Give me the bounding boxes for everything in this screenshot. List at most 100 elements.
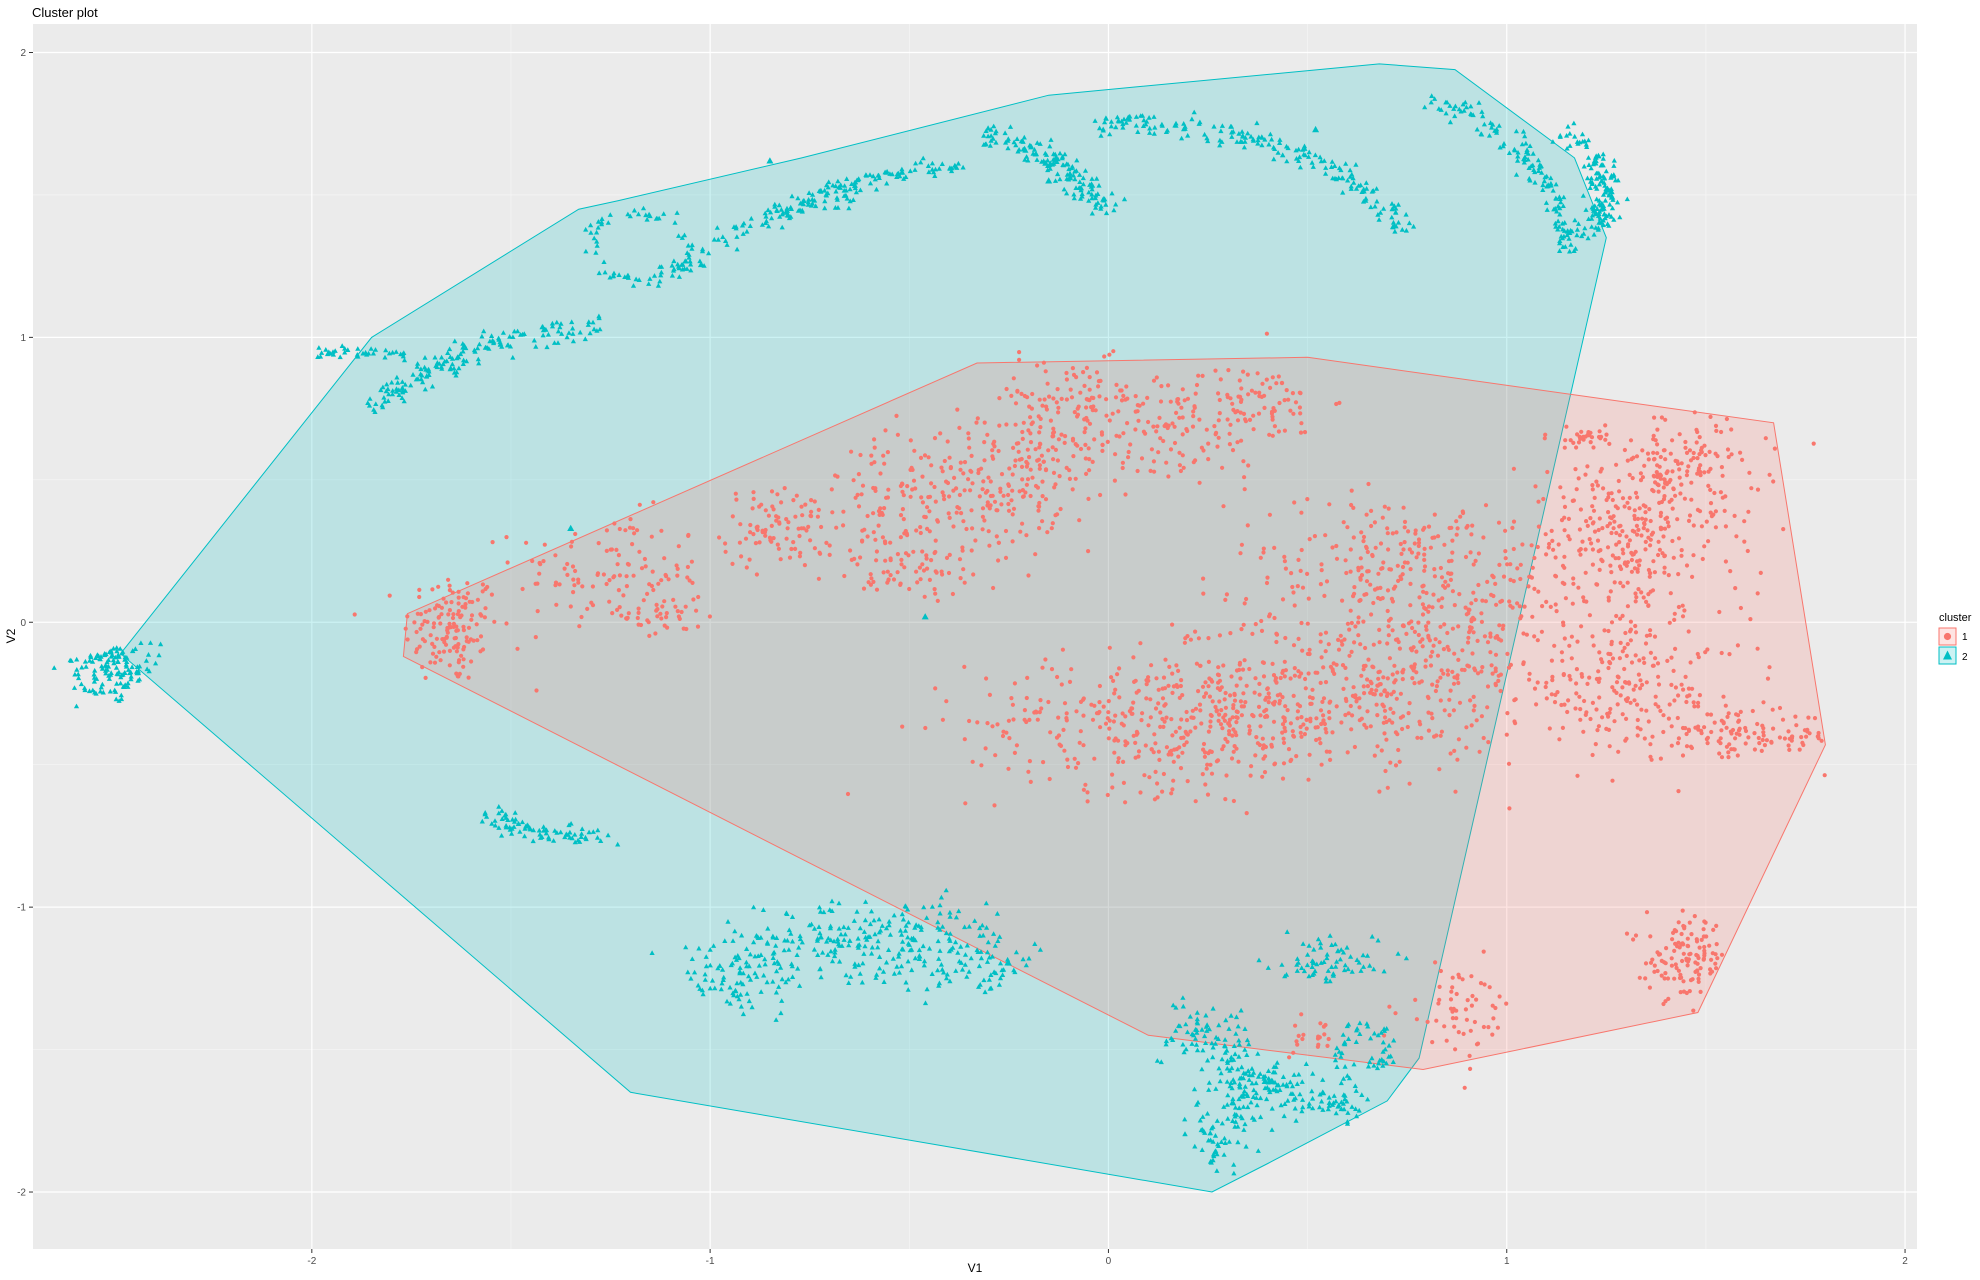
point-cluster-2 [724,242,730,247]
point-cluster-1 [475,597,480,602]
point-cluster-1 [1568,438,1573,443]
point-cluster-1 [1648,518,1653,524]
point-cluster-2 [1236,1054,1242,1059]
point-cluster-1 [1281,761,1287,766]
point-cluster-1 [1442,1024,1447,1029]
point-cluster-2 [594,328,600,333]
point-cluster-2 [1254,120,1260,126]
point-cluster-1 [1510,525,1515,531]
point-cluster-2 [389,391,396,397]
point-cluster-1 [1544,680,1549,685]
point-cluster-1 [1628,700,1633,705]
point-cluster-1 [980,487,985,492]
point-cluster-1 [1133,678,1138,683]
point-cluster-2 [1586,216,1592,221]
point-cluster-1 [1164,745,1169,750]
point-cluster-1 [1750,708,1755,714]
point-cluster-1 [1386,624,1391,629]
point-cluster-1 [1109,675,1114,680]
point-cluster-2 [1361,186,1367,192]
point-cluster-1 [1089,702,1094,707]
point-cluster-1 [1564,424,1569,429]
point-cluster-1 [985,432,990,437]
point-cluster-1 [1699,731,1704,736]
point-cluster-2 [1522,154,1528,159]
point-cluster-2 [947,931,953,936]
point-cluster-1 [1290,584,1295,590]
point-cluster-1 [1780,717,1786,722]
point-cluster-1 [1706,483,1711,488]
point-cluster-1 [1082,430,1087,435]
point-cluster-1 [1579,624,1584,629]
point-cluster-1 [925,505,930,510]
point-cluster-2 [779,976,785,982]
point-cluster-1 [1642,660,1647,666]
point-cluster-1 [1761,730,1766,735]
point-cluster-1 [1640,475,1645,480]
point-cluster-1 [1497,994,1502,999]
point-cluster-1 [872,460,877,465]
point-cluster-2 [586,319,592,324]
point-cluster-1 [918,455,924,460]
point-cluster-2 [686,255,692,260]
point-cluster-2 [1200,1114,1206,1119]
point-cluster-1 [1012,463,1018,469]
point-cluster-2 [436,361,442,366]
point-cluster-2 [106,676,112,681]
point-cluster-1 [1624,698,1629,704]
point-cluster-1 [969,508,974,513]
point-cluster-2 [943,930,949,936]
point-cluster-1 [446,577,451,582]
point-cluster-2 [1240,1104,1247,1109]
point-cluster-2 [73,703,80,709]
point-cluster-1 [1185,396,1191,401]
point-cluster-1 [1345,750,1350,755]
point-cluster-1 [1012,681,1018,686]
point-cluster-1 [1344,570,1349,576]
point-cluster-1 [1448,997,1454,1002]
point-cluster-2 [1064,190,1070,196]
point-cluster-2 [1249,1080,1255,1086]
point-cluster-2 [924,986,930,992]
point-cluster-2 [1071,191,1077,197]
point-cluster-1 [1468,698,1473,703]
point-cluster-2 [631,207,637,213]
point-cluster-1 [1463,554,1469,560]
point-cluster-2 [1204,1111,1211,1116]
point-cluster-2 [816,924,822,929]
point-cluster-2 [838,931,844,937]
point-cluster-1 [654,608,659,613]
point-cluster-2 [929,160,935,166]
point-cluster-2 [937,902,943,908]
point-cluster-1 [1229,756,1235,761]
point-cluster-2 [422,364,428,370]
point-cluster-2 [944,971,950,977]
point-cluster-1 [1059,432,1064,437]
point-cluster-1 [636,606,641,611]
point-cluster-2 [458,351,464,357]
point-cluster-2 [774,959,780,964]
point-cluster-1 [940,490,945,495]
point-cluster-1 [1135,468,1140,474]
point-cluster-2 [98,654,104,659]
point-cluster-2 [1500,143,1506,149]
point-cluster-1 [1283,704,1288,709]
point-cluster-2 [68,658,74,663]
point-cluster-2 [564,334,570,340]
point-cluster-2 [1428,99,1434,105]
point-cluster-1 [819,524,824,530]
point-cluster-2 [774,935,780,940]
point-cluster-1 [420,637,425,642]
point-cluster-2 [837,958,843,964]
point-cluster-1 [1041,360,1046,365]
point-cluster-1 [1158,710,1163,715]
point-cluster-1 [1673,685,1678,690]
point-cluster-2 [711,236,717,242]
point-cluster-1 [759,502,764,507]
point-cluster-2 [1612,177,1619,183]
point-cluster-2 [872,931,878,937]
point-cluster-1 [1183,729,1188,734]
point-cluster-2 [390,388,396,393]
point-cluster-2 [776,984,782,989]
point-cluster-2 [806,190,812,195]
